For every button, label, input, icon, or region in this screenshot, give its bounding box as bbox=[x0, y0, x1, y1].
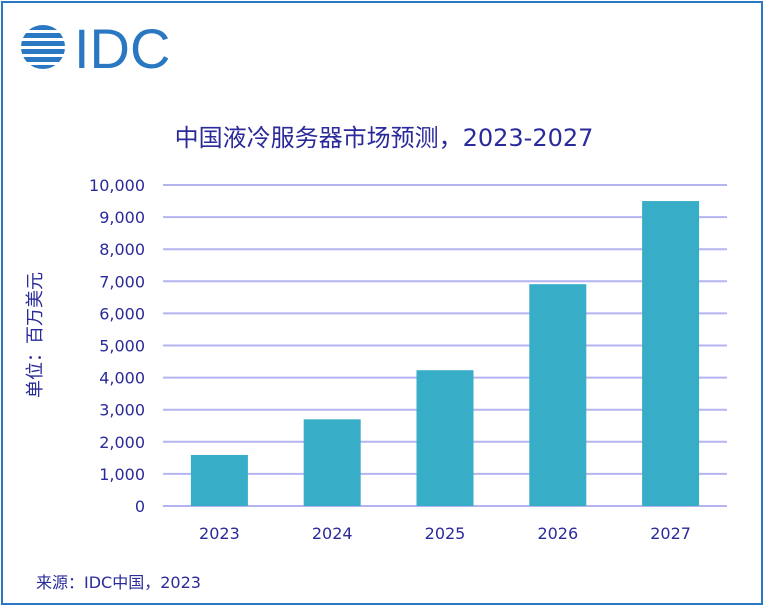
y-tick-label: 3,000 bbox=[99, 401, 145, 420]
bar-2027 bbox=[642, 201, 700, 507]
y-tick-label: 9,000 bbox=[99, 208, 145, 227]
chart-title: 中国液冷服务器市场预测，2023-2027 bbox=[174, 124, 594, 152]
y-tick-label: 4,000 bbox=[99, 369, 145, 388]
idc-logo: IDC bbox=[20, 17, 185, 80]
x-tick-label: 2024 bbox=[312, 524, 353, 543]
bar-2026 bbox=[529, 284, 587, 506]
y-tick-label: 8,000 bbox=[99, 240, 145, 259]
bar-2023 bbox=[190, 454, 248, 506]
bar-2025 bbox=[416, 370, 474, 506]
logo-text: IDC bbox=[74, 22, 170, 72]
bar-2024 bbox=[303, 419, 361, 506]
source-note: 来源：IDC中国，2023 bbox=[36, 573, 201, 592]
y-tick-label: 2,000 bbox=[99, 433, 145, 452]
x-tick-label: 2027 bbox=[650, 524, 691, 543]
y-tick-label: 0 bbox=[135, 497, 145, 516]
y-tick-label: 6,000 bbox=[99, 304, 145, 323]
y-tick-label: 10,000 bbox=[89, 176, 145, 195]
x-tick-label: 2023 bbox=[199, 524, 240, 543]
y-tick-label: 7,000 bbox=[99, 272, 145, 291]
y-tick-label: 1,000 bbox=[99, 465, 145, 484]
y-tick-label: 5,000 bbox=[99, 337, 145, 356]
x-tick-label: 2025 bbox=[425, 524, 466, 543]
x-tick-label: 2026 bbox=[537, 524, 578, 543]
